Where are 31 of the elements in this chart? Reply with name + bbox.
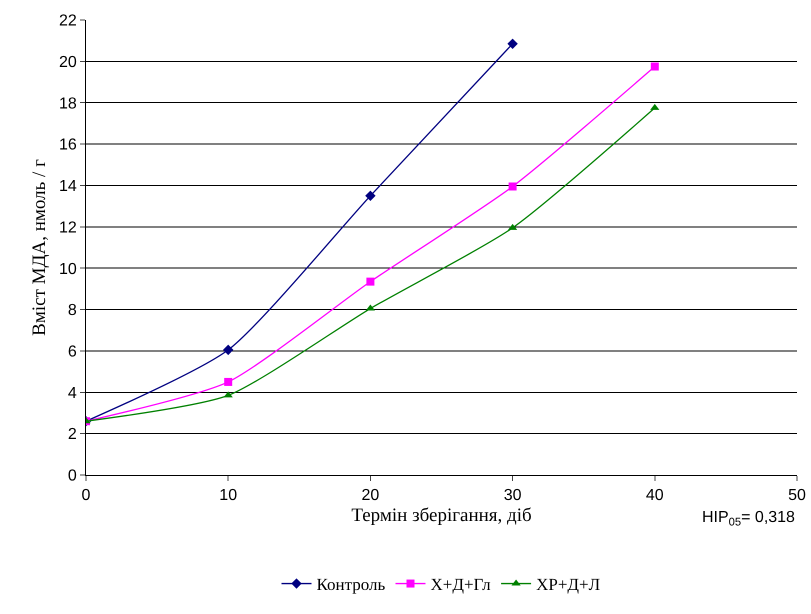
y-tick-label: 10 xyxy=(59,260,77,278)
x-tick-label: 40 xyxy=(646,487,664,504)
x-tick-label: 20 xyxy=(362,487,380,504)
y-tick-label: 20 xyxy=(59,54,77,71)
legend-label: Контроль xyxy=(316,575,386,594)
y-tick-label: 16 xyxy=(59,136,77,154)
x-tick-label: 10 xyxy=(219,487,238,504)
y-tick-label: 2 xyxy=(68,426,77,444)
point xyxy=(508,182,517,190)
point xyxy=(223,344,234,356)
y-tick-label: 14 xyxy=(59,178,77,196)
point xyxy=(224,378,232,386)
y-tick-label: 4 xyxy=(68,384,77,402)
x-tick-label: 0 xyxy=(82,487,91,504)
legend-label: ХР+Д+Л xyxy=(536,575,601,594)
y-axis-title: Вміст МДА, нмоль / г xyxy=(28,158,50,336)
y-tick-label: 12 xyxy=(59,219,77,236)
text: НІР$_{05}$= 0,318 xyxy=(702,509,796,528)
legend-label: Х+Д+Гл xyxy=(430,575,492,594)
x-tick-label: 50 xyxy=(788,487,806,504)
y-tick-label: 18 xyxy=(59,95,77,112)
x-tick-label: 30 xyxy=(504,487,522,504)
y-tick-label: 6 xyxy=(68,344,77,361)
y-tick-label: 8 xyxy=(68,302,77,320)
point xyxy=(365,190,376,201)
point xyxy=(366,278,374,286)
point xyxy=(507,38,518,49)
y-tick-label: 22 xyxy=(59,12,77,30)
y-tick-label: 0 xyxy=(68,468,77,485)
point xyxy=(650,62,659,71)
x-axis-title: Термін зберігання, діб xyxy=(351,505,532,526)
